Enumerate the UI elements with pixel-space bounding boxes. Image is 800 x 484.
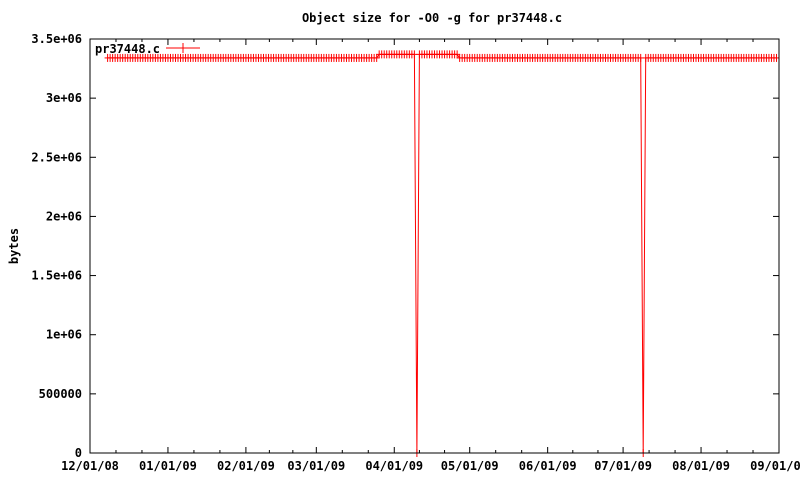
y-tick-label: 500000 [39, 387, 82, 401]
x-tick-label: 02/01/09 [217, 459, 275, 473]
data-point [454, 50, 461, 59]
data-point [773, 53, 780, 62]
plot-frame [89, 38, 780, 454]
x-tick-label: 09/01/09 [750, 459, 800, 473]
series-line [107, 53, 777, 454]
y-axis-label: bytes [7, 228, 21, 264]
x-tick-label: 01/01/09 [139, 459, 197, 473]
x-tick-label: 03/01/09 [287, 459, 345, 473]
y-tick-label: 2.5e+06 [31, 150, 82, 164]
x-tick-label: 08/01/09 [672, 459, 730, 473]
y-tick-label: 1e+06 [46, 328, 82, 342]
data-point [637, 53, 644, 62]
x-tick-label: 04/01/09 [365, 459, 423, 473]
y-tick-label: 2e+06 [46, 209, 82, 223]
y-tick-label: 0 [75, 446, 82, 460]
x-tick-label: 12/01/08 [61, 459, 119, 473]
legend: pr37448.c [95, 42, 200, 56]
x-tick-label: 05/01/09 [441, 459, 499, 473]
x-tick-label: 07/01/09 [594, 459, 652, 473]
data-point [373, 53, 380, 62]
y-tick-label: 3e+06 [46, 91, 82, 105]
x-tick-label: 06/01/09 [519, 459, 577, 473]
y-tick-label: 3.5e+06 [31, 32, 82, 46]
data-point [411, 50, 418, 59]
legend-label: pr37448.c [95, 42, 160, 56]
chart-title: Object size for -O0 -g for pr37448.c [302, 11, 562, 25]
y-tick-label: 1.5e+06 [31, 269, 82, 283]
